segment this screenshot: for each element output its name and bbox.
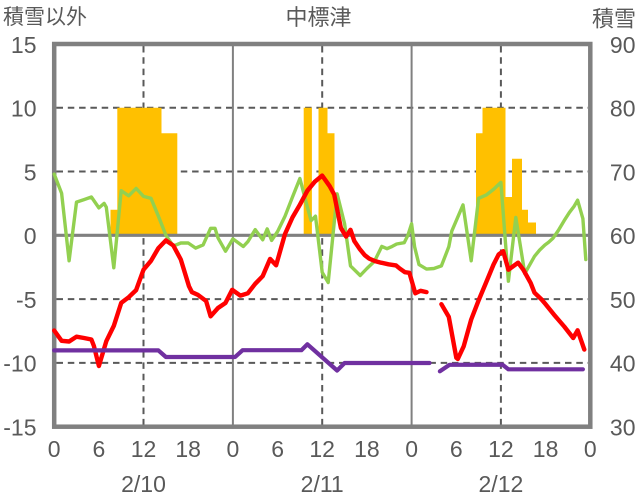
svg-text:30: 30 bbox=[610, 414, 636, 440]
svg-text:15: 15 bbox=[11, 32, 37, 58]
svg-text:2/12: 2/12 bbox=[479, 471, 524, 497]
svg-text:-10: -10 bbox=[3, 351, 36, 377]
svg-text:80: 80 bbox=[610, 96, 636, 122]
svg-text:積雪以外: 積雪以外 bbox=[3, 6, 87, 29]
svg-text:0: 0 bbox=[48, 436, 61, 462]
svg-text:2/11: 2/11 bbox=[301, 471, 344, 497]
svg-text:0: 0 bbox=[584, 436, 597, 462]
svg-text:2/10: 2/10 bbox=[121, 471, 166, 497]
svg-text:12: 12 bbox=[131, 436, 157, 462]
svg-text:40: 40 bbox=[610, 351, 636, 377]
svg-text:0: 0 bbox=[227, 436, 240, 462]
svg-text:10: 10 bbox=[11, 96, 37, 122]
svg-text:0: 0 bbox=[405, 436, 418, 462]
svg-text:-5: -5 bbox=[16, 287, 36, 313]
svg-text:18: 18 bbox=[354, 436, 380, 462]
svg-text:60: 60 bbox=[610, 223, 636, 249]
svg-text:積雪: 積雪 bbox=[592, 7, 636, 32]
svg-text:90: 90 bbox=[610, 32, 636, 58]
svg-text:6: 6 bbox=[271, 436, 284, 462]
svg-text:12: 12 bbox=[488, 436, 514, 462]
svg-text:18: 18 bbox=[175, 436, 201, 462]
svg-text:12: 12 bbox=[309, 436, 335, 462]
svg-text:50: 50 bbox=[610, 287, 636, 313]
svg-text:6: 6 bbox=[93, 436, 106, 462]
svg-text:5: 5 bbox=[24, 159, 37, 185]
svg-text:70: 70 bbox=[610, 159, 636, 185]
svg-text:中標津: 中標津 bbox=[285, 5, 351, 30]
svg-text:6: 6 bbox=[450, 436, 463, 462]
svg-text:-15: -15 bbox=[3, 414, 36, 440]
svg-text:18: 18 bbox=[533, 436, 559, 462]
svg-text:0: 0 bbox=[24, 223, 37, 249]
